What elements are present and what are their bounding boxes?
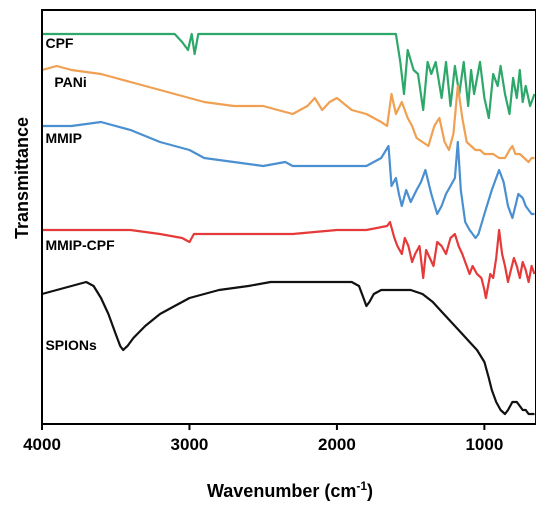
y-axis-title: Transmittance [12,117,32,239]
series-label-spions: SPIONs [45,337,97,353]
x-tick-label: 2000 [318,435,356,454]
plot-series-group [41,32,536,416]
plot-frame [41,9,536,425]
x-axis-title-end: ) [367,481,373,501]
x-tick-label: 4000 [23,435,61,454]
series-line-mmip [42,120,535,240]
series-line-pani [41,64,535,164]
series-line-cpf [42,32,536,120]
series-label-pani: PANi [54,74,86,90]
x-axis-title-superscript: -1 [356,479,367,493]
series-label-cpf: CPF [45,35,73,51]
series-label-mmip: MMIP [45,130,82,146]
x-tick-label: 3000 [171,435,209,454]
series-line-mmip-cpf [42,220,536,300]
x-axis-title: Wavenumber (cm-1) [207,479,373,501]
series-line-spions [41,280,535,416]
x-tick-label: 1000 [465,435,503,454]
x-axis-ticks: 4000 3000 2000 1000 [23,424,503,454]
series-labels-group: CPF PANi MMIP MMIP-CPF SPIONs [45,35,115,353]
series-label-mmip-cpf: MMIP-CPF [45,237,115,253]
x-axis-title-main: Wavenumber (cm [207,481,356,501]
